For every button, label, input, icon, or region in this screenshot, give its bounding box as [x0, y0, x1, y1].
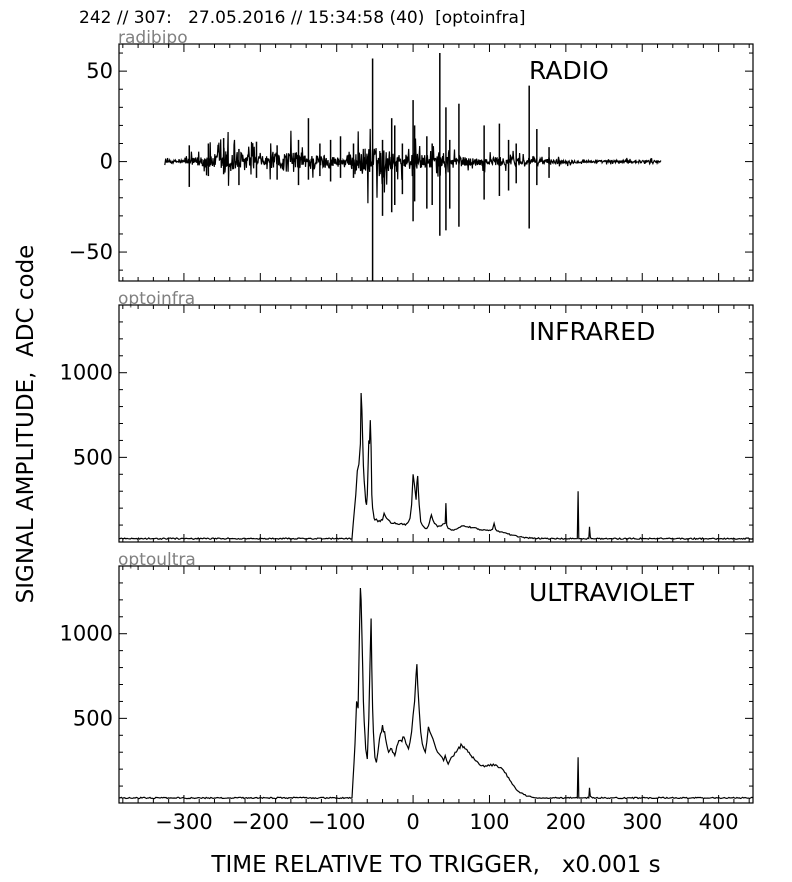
plot-header: 242 // 307: 27.05.2016 // 15:34:58 (40) … — [79, 8, 526, 28]
x-tick-label: −200 — [231, 810, 289, 834]
panel-source-label: radibipo — [118, 28, 188, 48]
axes-frame — [118, 43, 754, 282]
y-tick-label: 0 — [100, 150, 113, 174]
y-tick-label: 50 — [86, 59, 113, 83]
panel-title: INFRARED — [529, 317, 655, 346]
x-axis-label: TIME RELATIVE TO TRIGGER, x0.001 s — [210, 852, 660, 878]
panel-optoultra: optoultra 500 1000 ULTRAVIOLET — [60, 550, 754, 804]
y-tick-label: 1000 — [60, 622, 113, 646]
panel-source-label: optoultra — [118, 550, 196, 570]
optoinfra-trace — [119, 392, 754, 541]
x-tick-label: 100 — [469, 810, 509, 834]
x-tick-label: 0 — [406, 810, 419, 834]
y-tick-label: −50 — [69, 240, 113, 264]
axes-frame — [118, 565, 754, 804]
x-tick-label: 400 — [699, 810, 739, 834]
optoultra-trace — [119, 587, 754, 800]
x-tick-label: −100 — [308, 810, 366, 834]
y-axis-label: SIGNAL AMPLITUDE, ADC code — [13, 245, 39, 604]
panel-title: RADIO — [529, 56, 609, 85]
panel-source-label: optoinfra — [118, 289, 195, 309]
y-tick-label: 500 — [73, 706, 113, 730]
x-tick-label: −300 — [155, 810, 213, 834]
x-tick-label: 200 — [546, 810, 586, 834]
y-tick-label: 500 — [73, 445, 113, 469]
y-tick-label: 1000 — [60, 361, 113, 385]
axes-frame — [118, 304, 754, 543]
x-tick-label: 300 — [622, 810, 662, 834]
panel-radibipo: radibipo −50 0 50 RADIO — [69, 28, 754, 282]
panel-title: ULTRAVIOLET — [529, 578, 695, 607]
panel-optoinfra: optoinfra 500 1000 INFRARED — [60, 289, 754, 543]
